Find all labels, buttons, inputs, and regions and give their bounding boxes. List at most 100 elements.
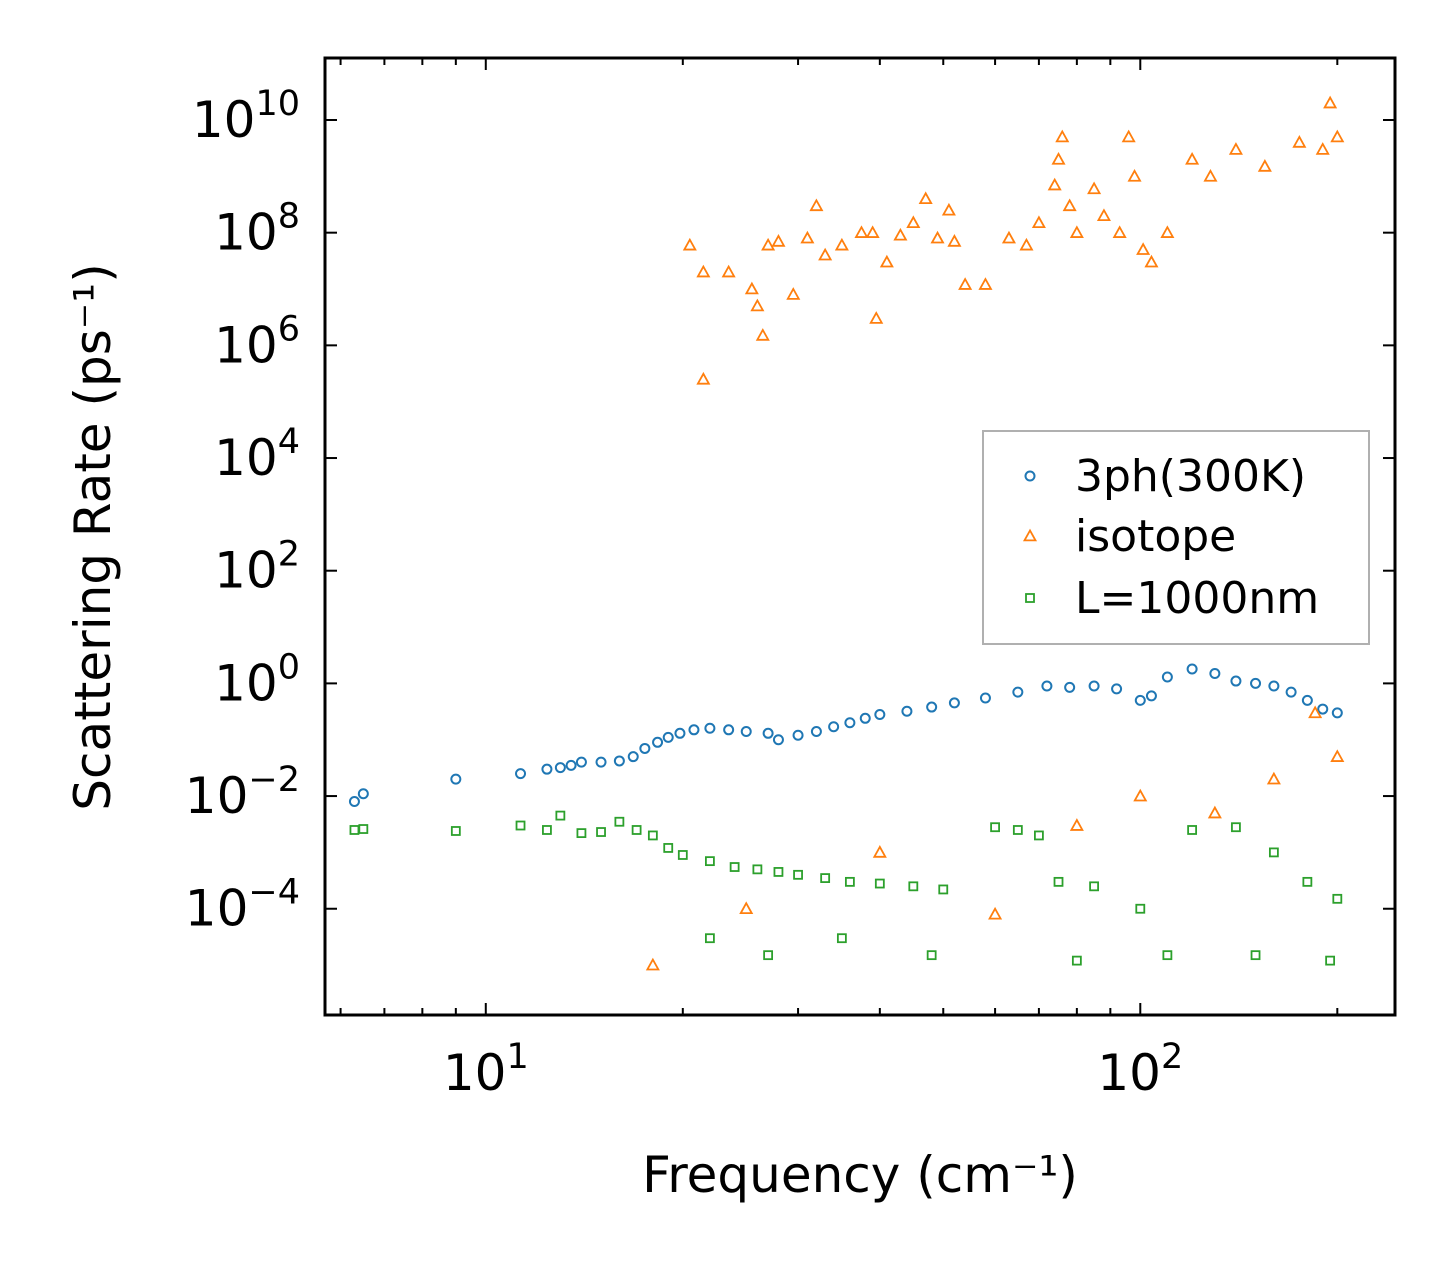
- square-point: [1162, 950, 1173, 961]
- circle-point: [595, 756, 607, 768]
- circle-point: [901, 705, 913, 717]
- triangle-point: [1069, 225, 1084, 238]
- y-tick-label: 10−2: [185, 760, 300, 825]
- square-point: [874, 878, 885, 889]
- legend-box: [982, 430, 1370, 645]
- circle-point: [828, 721, 840, 733]
- square-point: [926, 950, 937, 961]
- circle-point: [1012, 686, 1024, 698]
- square-point: [844, 876, 855, 887]
- circle-point: [979, 692, 991, 704]
- y-tick-label: 102: [214, 535, 300, 600]
- triangle-point: [1330, 749, 1345, 762]
- triangle-point: [1207, 805, 1222, 819]
- y-tick-base: 10: [185, 767, 249, 825]
- square-point: [647, 830, 658, 841]
- triangle-point: [750, 298, 765, 312]
- triangle-point: [906, 215, 921, 229]
- square-point: [729, 862, 740, 872]
- circle-point: [348, 796, 360, 808]
- triangle-point: [800, 230, 815, 244]
- triangle-point: [1257, 159, 1272, 172]
- triangle-point: [682, 237, 697, 251]
- square-point: [1268, 847, 1279, 858]
- x-tick-exponent: 2: [1161, 1037, 1183, 1077]
- y-tick-base: 10: [214, 316, 278, 374]
- triangle-point: [1144, 254, 1159, 268]
- y-tick-exponent: −4: [248, 873, 300, 913]
- legend-marker-square: [1025, 593, 1035, 603]
- circle-point: [1301, 694, 1313, 706]
- circle-point: [1161, 671, 1173, 683]
- triangle-point: [1133, 788, 1148, 802]
- triangle-point: [1185, 152, 1200, 165]
- y-tick-base: 10: [192, 91, 256, 149]
- square-point: [515, 820, 526, 831]
- square-point: [1034, 830, 1044, 841]
- square-point: [677, 850, 688, 860]
- triangle-point: [865, 225, 880, 238]
- triangle-point: [696, 264, 711, 278]
- triangle-point: [1308, 705, 1323, 719]
- circle-point: [541, 763, 553, 775]
- triangle-point: [1112, 225, 1127, 238]
- circle-point: [1250, 677, 1262, 689]
- triangle-point: [1323, 95, 1338, 109]
- y-tick-label: 106: [214, 309, 300, 374]
- series-0: [348, 663, 1343, 808]
- square-point: [1135, 903, 1146, 914]
- circle-point: [1041, 680, 1053, 692]
- circle-point: [639, 742, 651, 754]
- y-tick-label: 108: [214, 197, 300, 262]
- triangle-point: [978, 277, 993, 290]
- square-point: [1071, 955, 1082, 966]
- legend-label-boundary: L=1000nm: [1075, 573, 1319, 624]
- circle-point: [844, 717, 856, 729]
- square-point: [576, 828, 587, 839]
- circle-point: [1186, 663, 1198, 675]
- square-point: [820, 873, 831, 883]
- triangle-point: [1127, 168, 1142, 182]
- triangle-point: [941, 202, 956, 216]
- triangle-point: [1228, 142, 1243, 155]
- square-point: [793, 869, 803, 880]
- y-tick-base: 10: [214, 654, 278, 712]
- square-point: [1302, 876, 1313, 887]
- triangle-point: [879, 254, 894, 268]
- circle-point: [859, 712, 871, 724]
- triangle-point: [1087, 181, 1102, 195]
- circle-point: [740, 725, 752, 737]
- triangle-point: [761, 237, 776, 251]
- triangle-point: [721, 264, 736, 278]
- circle-point: [792, 729, 804, 741]
- triangle-point: [645, 957, 660, 971]
- circle-point: [1230, 675, 1242, 687]
- triangle-point: [1121, 129, 1136, 143]
- circle-point: [762, 727, 774, 739]
- triangle-point: [1031, 215, 1046, 229]
- legend-label-3ph: 3ph(300K): [1075, 451, 1306, 502]
- circle-point: [565, 759, 577, 771]
- x-tick-exponent: 1: [506, 1037, 528, 1077]
- square-point: [631, 825, 642, 835]
- triangle-point: [818, 247, 833, 261]
- y-tick-label: 100: [214, 647, 300, 712]
- triangle-point: [1315, 142, 1330, 155]
- data-marks: [348, 95, 1345, 971]
- triangle-point: [1019, 237, 1034, 251]
- y-tick-label: 104: [214, 422, 300, 487]
- circle-point: [627, 751, 639, 763]
- circle-point: [1317, 703, 1329, 715]
- circle-point: [554, 762, 566, 774]
- y-tick-label: 10−4: [185, 873, 300, 938]
- y-tick-base: 10: [214, 429, 278, 487]
- y-tick-exponent: 10: [255, 84, 300, 124]
- triangle-point: [988, 906, 1003, 920]
- y-tick-base: 10: [214, 204, 278, 262]
- legend-marker-triangle: [1022, 528, 1038, 542]
- square-point: [990, 822, 1000, 833]
- triangle-point: [1055, 129, 1070, 143]
- circle-point: [723, 724, 735, 736]
